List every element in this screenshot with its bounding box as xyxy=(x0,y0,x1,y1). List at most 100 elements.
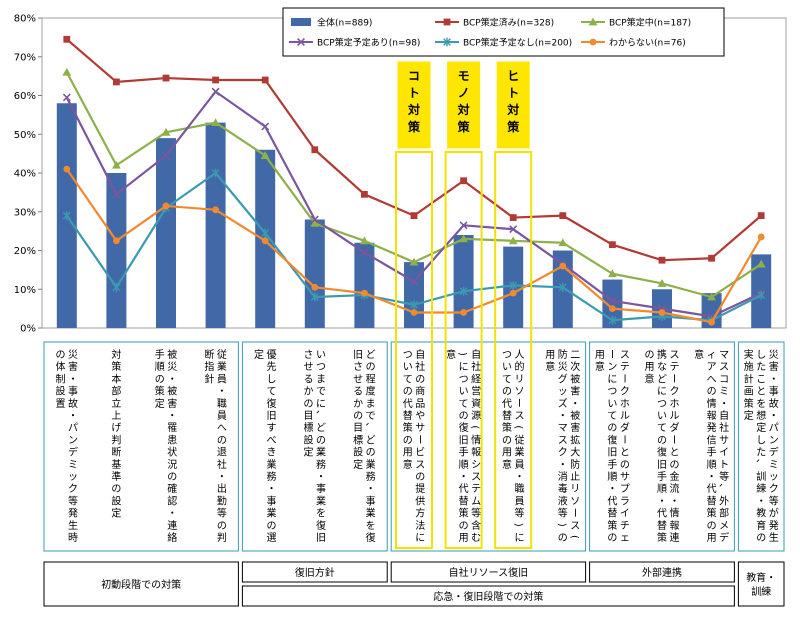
series-1-point-2 xyxy=(113,78,120,86)
category-label-char: ー xyxy=(618,434,629,444)
category-label-char: 定 xyxy=(111,507,121,520)
series-5-point-3 xyxy=(162,202,170,210)
category-label-char: 施 xyxy=(744,360,754,373)
category-label-char: デ xyxy=(769,446,779,459)
category-label-char: 順 xyxy=(607,471,617,483)
category-label-char: 自 xyxy=(719,409,729,422)
category-label-char: せ xyxy=(353,373,363,385)
series-5-point-1 xyxy=(63,165,71,173)
category-label-char: 代 xyxy=(459,483,469,495)
category-label-char: ホ xyxy=(670,398,680,410)
series-3-point-10 xyxy=(509,225,518,234)
category-label-char: の xyxy=(316,435,326,446)
category-label-char: て xyxy=(266,387,276,398)
category-label-char: 患 xyxy=(167,434,177,446)
category-label-char: に xyxy=(415,532,425,544)
category-group-box-2 xyxy=(241,341,388,552)
category-label-char: で xyxy=(366,411,376,422)
category-group-box-4 xyxy=(589,341,735,552)
category-label-char: 用 xyxy=(707,533,717,544)
category-label-char: 手 xyxy=(707,446,717,459)
series-2-point-8 xyxy=(409,257,419,266)
category-label-char: 災 xyxy=(769,349,779,361)
category-label-char: ・ xyxy=(558,460,568,471)
category-label-char: 務 xyxy=(366,470,376,483)
category-label-char: 、 xyxy=(314,410,325,420)
category-label-char: イ xyxy=(719,448,729,459)
category-label-char: が xyxy=(769,507,779,520)
highlight-frame-3 xyxy=(494,151,533,549)
category-label-char: 順 xyxy=(707,459,717,471)
series-4-point-11 xyxy=(558,282,567,292)
category-label-char: 消 xyxy=(558,470,568,483)
series-3-point-7 xyxy=(360,248,369,257)
series-3-point-6 xyxy=(310,215,319,224)
category-label-char: 実 xyxy=(744,348,754,361)
highlight-frame-1 xyxy=(395,151,433,549)
category-label-char: の xyxy=(56,350,66,361)
category-label-char: ・ xyxy=(217,472,227,483)
category-label-char: 基 xyxy=(111,458,121,471)
category-label-char: ミ xyxy=(719,387,729,398)
category-group-box-5 xyxy=(737,341,785,552)
category-label-char: の xyxy=(353,411,363,422)
category-label-char: 事 xyxy=(68,385,78,398)
category-label-char: の xyxy=(607,423,617,434)
category-label-char: ソ xyxy=(514,387,524,398)
series-5-point-13 xyxy=(658,309,666,316)
category-label-char: ー xyxy=(568,508,579,518)
bar-9 xyxy=(453,235,474,328)
series-1-point-12 xyxy=(609,241,616,249)
category-label-char: 部 xyxy=(111,385,121,398)
category-label-char: 用 xyxy=(502,448,512,459)
category-label-char: 本 xyxy=(111,372,121,385)
series-5-point-12 xyxy=(609,305,616,313)
category-label-char: い xyxy=(316,350,326,361)
category-label-char: ミ xyxy=(68,460,78,471)
category-label-char: の xyxy=(707,521,717,532)
category-label-char: 代 xyxy=(607,495,617,507)
category-label-char: 業 xyxy=(366,507,376,520)
legend-box xyxy=(282,7,725,57)
series-3-point-3 xyxy=(162,151,170,160)
series-1-point-10 xyxy=(509,214,517,221)
series-5-point-7 xyxy=(361,289,368,297)
category-label-char: い xyxy=(459,387,469,398)
category-label-char: ト xyxy=(719,460,729,471)
category-label-char: ー xyxy=(413,434,424,444)
category-label-char: 害 xyxy=(167,397,177,410)
category-label-char: 等 xyxy=(719,470,729,483)
category-label-char: 手 xyxy=(607,458,617,471)
category-label-char: 等 xyxy=(514,507,524,520)
category-label-char: 用 xyxy=(645,362,655,373)
category-label-char: ー xyxy=(512,398,523,408)
category-label-char: 意 xyxy=(595,360,605,373)
category-label-char: つ xyxy=(502,350,512,361)
series-1-point-7 xyxy=(361,190,368,198)
category-label-char: ィ xyxy=(707,350,717,361)
category-label-char: デ xyxy=(68,446,78,459)
series-3-point-12 xyxy=(608,296,617,305)
category-label-char: ミ xyxy=(769,460,779,471)
category-label-char: 災 xyxy=(558,361,568,373)
category-label-char: 絡 xyxy=(167,531,177,544)
category-label-char: た xyxy=(756,361,766,373)
category-label-char: 従 xyxy=(514,433,524,446)
legend-marker-2 xyxy=(443,18,451,26)
category-label-char: 置 xyxy=(56,398,66,410)
category-label-char: 員 xyxy=(514,495,524,507)
legend-label-6: わからない(n=76) xyxy=(609,38,686,49)
category-label-char: ・ xyxy=(657,496,667,507)
group-row1-2-label: 復旧方針 xyxy=(295,566,335,579)
category-label-char: 順 xyxy=(459,459,469,471)
category-label-char: サ xyxy=(719,434,729,446)
group-row2-1-label: 応急・復旧段階での対策 xyxy=(433,590,543,603)
group-row1-3-box xyxy=(390,561,587,583)
category-label-char: 手 xyxy=(657,470,667,483)
category-label-char: の xyxy=(415,472,425,483)
